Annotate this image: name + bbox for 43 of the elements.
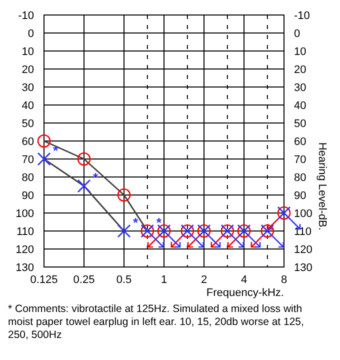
y2-tick-label: 20 bbox=[294, 64, 306, 76]
y2-tick-label: 0 bbox=[294, 28, 300, 40]
x-tick-label: 2 bbox=[200, 274, 208, 286]
y-tick-label: 100 bbox=[16, 208, 34, 220]
y-tick-label: 80 bbox=[22, 172, 34, 184]
y2-tick-label: 110 bbox=[294, 226, 312, 238]
y2-axis-title: Hearing Level-dB. bbox=[316, 142, 328, 230]
y-tick-label: 10 bbox=[22, 46, 34, 58]
annotation: * bbox=[156, 215, 162, 230]
x-tick-label: 1 bbox=[160, 274, 168, 286]
y-tick-label: 70 bbox=[22, 154, 34, 166]
x-axis-title: Frequency-kHz. bbox=[206, 287, 284, 299]
y-tick-label: 110 bbox=[16, 226, 34, 238]
y2-tick-label: -10 bbox=[294, 10, 310, 22]
text: * Comments: vibrotactile at 125Hz. Simulated a mixed loss with moist paper towel earplug in left ear. 10, 15, 20db worse at 125, 250, 500Hz bbox=[8, 303, 304, 341]
y2-tick-label: 100 bbox=[294, 208, 312, 220]
y-tick-label: -10 bbox=[18, 10, 34, 22]
y-tick-label: 0 bbox=[28, 28, 34, 40]
y-tick-label: 50 bbox=[22, 118, 34, 130]
y2-tick-label: 40 bbox=[294, 100, 306, 112]
y2-tick-label: 30 bbox=[294, 82, 306, 94]
y2-tick-label: 60 bbox=[294, 136, 306, 148]
y2-tick-label: 90 bbox=[294, 190, 306, 202]
x-tick-label: 0.5 bbox=[116, 274, 132, 286]
x-tick-label: 8 bbox=[280, 274, 288, 286]
y2-tick-label: 50 bbox=[294, 118, 306, 130]
y2-tick-label: 120 bbox=[294, 244, 312, 256]
y2-tick-label: 70 bbox=[294, 154, 306, 166]
annotation: * bbox=[53, 143, 59, 158]
y-tick-label: 40 bbox=[22, 100, 34, 112]
x-tick-label: 4 bbox=[240, 274, 248, 286]
x-tick-label: 0.125 bbox=[30, 274, 58, 286]
y-tick-label: 130 bbox=[16, 262, 34, 274]
y2-tick-label: 130 bbox=[294, 262, 312, 274]
y-tick-label: 30 bbox=[22, 82, 34, 94]
y-tick-label: 90 bbox=[22, 190, 34, 202]
y2-tick-label: 10 bbox=[294, 46, 306, 58]
y2-tick-label: 80 bbox=[294, 172, 306, 184]
y-tick-label: 120 bbox=[16, 244, 34, 256]
y-tick-label: 20 bbox=[22, 64, 34, 76]
x-tick-label: 0.25 bbox=[73, 274, 95, 286]
annotation: * bbox=[133, 215, 139, 230]
y-tick-label: 60 bbox=[22, 136, 34, 148]
